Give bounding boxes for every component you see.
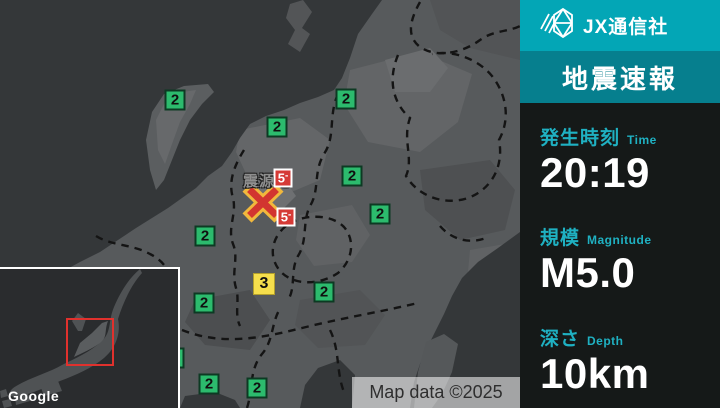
- bay-south: [300, 360, 355, 408]
- inset-noto: [72, 313, 86, 331]
- epicenter-marker: [242, 182, 284, 223]
- inset-viewport-rect: [66, 318, 114, 366]
- intensity-badge-2: 2: [198, 373, 220, 395]
- inset-kyushu: [14, 387, 30, 405]
- depth-label-en: Depth: [587, 333, 624, 348]
- inset-honshu: [9, 269, 143, 397]
- magnitude-value: M5.0: [540, 249, 636, 297]
- quake-info-panel: JX通信社 地震速報 発生時刻 Time 20:19 規模 Magnitude …: [520, 0, 720, 408]
- metric-magnitude: 規模 Magnitude M5.0: [540, 223, 720, 295]
- intensity-badge-5-: 5-: [273, 168, 293, 188]
- intensity-badge-2: 2: [341, 165, 363, 187]
- depth-label: 深さ: [540, 328, 581, 350]
- google-watermark[interactable]: Google: [8, 388, 60, 404]
- intensity-badge-2: 2: [335, 88, 357, 110]
- intensity-badge-2: 2: [266, 116, 288, 138]
- time-value: 20:19: [540, 149, 650, 196]
- magnitude-label: 規模: [540, 228, 581, 250]
- intensity-badge-2: 2: [194, 225, 216, 247]
- alert-title-band: 地震速報: [520, 51, 720, 103]
- coast-wedge: [180, 392, 240, 408]
- map-graphic: [0, 0, 520, 408]
- intensity-badge-3: 3: [253, 273, 275, 295]
- intensity-badge-2: 2: [313, 281, 335, 303]
- intensity-badge-5-: 5-: [276, 207, 296, 227]
- jx-logo-icon: [538, 7, 574, 44]
- depth-value: 10km: [540, 349, 650, 397]
- intensity-badge-2: 2: [246, 377, 268, 399]
- time-label-en: Time: [627, 133, 657, 147]
- metric-depth: 深さ Depth 10km: [540, 324, 720, 396]
- map-canvas[interactable]: 震源地 2222222222235-5-: [0, 0, 520, 408]
- intensity-badge-2: 2: [369, 203, 391, 225]
- brand-name: JX通信社: [583, 17, 669, 38]
- sado-island: [286, 0, 312, 52]
- magnitude-label-en: Magnitude: [587, 233, 652, 248]
- intensity-badge-2: 2: [193, 292, 215, 314]
- intensity-badge-2: 2: [164, 89, 186, 111]
- inset-japan-graphic: [0, 269, 178, 408]
- metric-time: 発生時刻 Time 20:19: [540, 123, 720, 195]
- map-attribution: Map data ©2025: [352, 377, 520, 408]
- brand-header: JX通信社: [520, 0, 720, 51]
- time-label: 発生時刻: [540, 128, 621, 149]
- quake-details: 発生時刻 Time 20:19 規模 Magnitude M5.0 深さ Dep…: [520, 103, 720, 396]
- inset-shikoku: [40, 381, 62, 396]
- sea-japan-sea: [0, 0, 382, 298]
- inset-map: Google: [0, 267, 180, 408]
- alert-title: 地震速報: [561, 63, 678, 94]
